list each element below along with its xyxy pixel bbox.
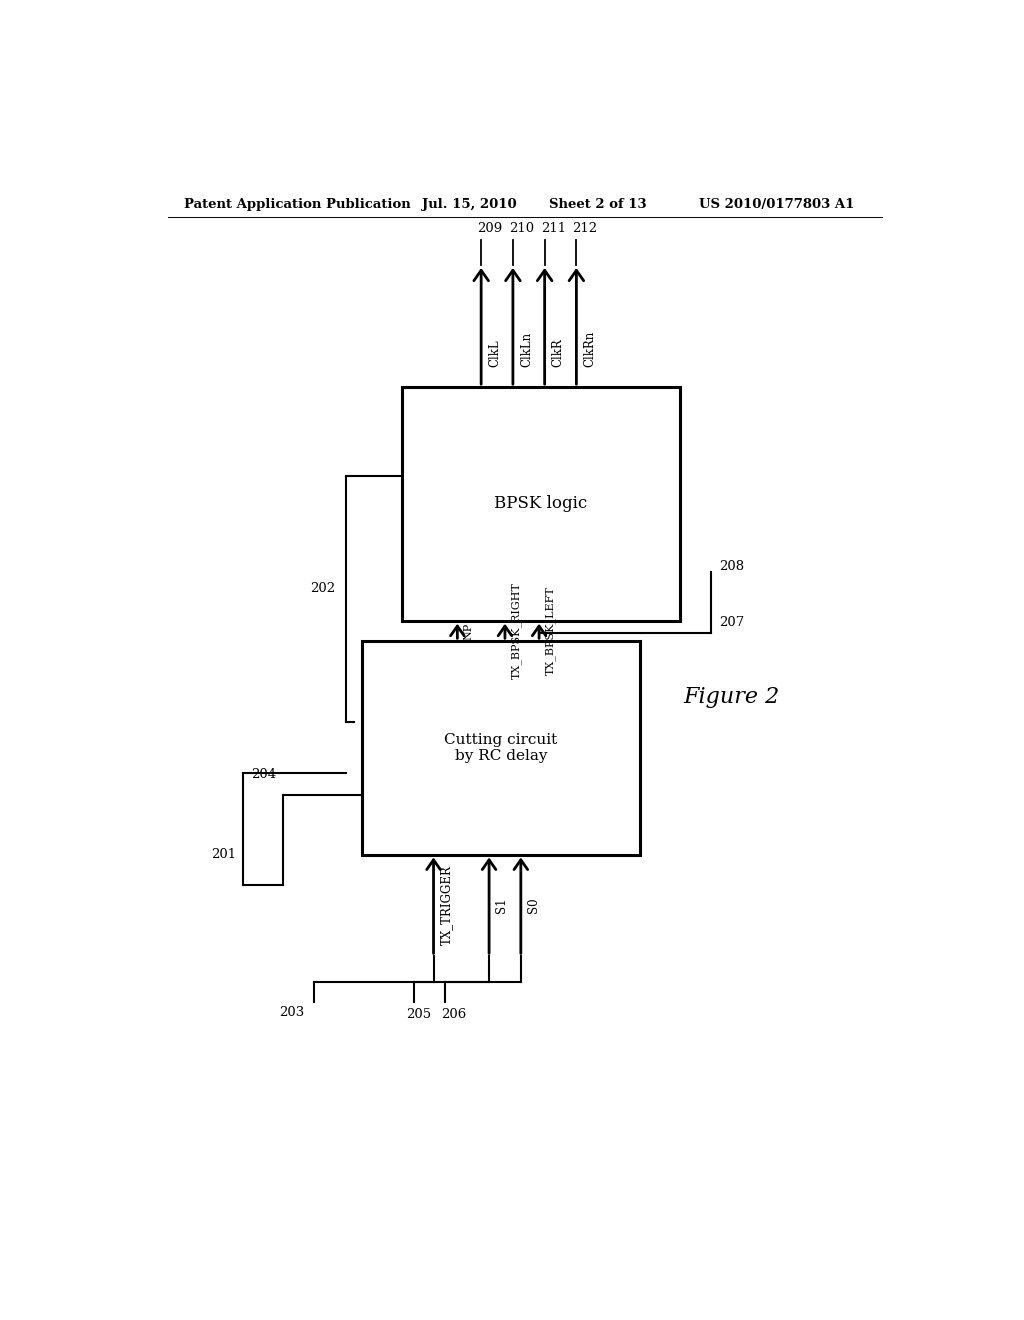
Text: 206: 206	[441, 1007, 467, 1020]
Text: 201: 201	[211, 847, 237, 861]
Text: Patent Application Publication: Patent Application Publication	[183, 198, 411, 211]
Text: Jul. 15, 2010: Jul. 15, 2010	[422, 198, 516, 211]
Text: Cutting circuit
by RC delay: Cutting circuit by RC delay	[444, 733, 558, 763]
Bar	[362, 642, 640, 854]
Text: US 2010/0177803 A1: US 2010/0177803 A1	[699, 198, 855, 211]
Text: S0: S0	[527, 898, 541, 913]
Text: ClkR: ClkR	[552, 338, 565, 367]
Text: 202: 202	[310, 582, 336, 595]
Text: 207: 207	[719, 616, 744, 630]
Text: Sheet 2 of 13: Sheet 2 of 13	[549, 198, 646, 211]
Text: BPSK logic: BPSK logic	[494, 495, 588, 512]
Bar	[401, 387, 680, 620]
Text: ClkRn: ClkRn	[584, 330, 597, 367]
Text: TX_BPSK_RIGHT: TX_BPSK_RIGHT	[511, 582, 522, 680]
Text: ClkL: ClkL	[488, 339, 502, 367]
Text: 211: 211	[541, 222, 566, 235]
Text: NP: NP	[464, 623, 474, 640]
Text: TX_TRIGGER: TX_TRIGGER	[440, 866, 453, 945]
Text: 208: 208	[719, 561, 744, 573]
Text: 203: 203	[279, 1006, 304, 1019]
Text: TX_BPSK_LEFT: TX_BPSK_LEFT	[546, 586, 556, 676]
Text: 210: 210	[509, 222, 535, 235]
Text: 209: 209	[477, 222, 503, 235]
Text: 205: 205	[406, 1007, 431, 1020]
Text: Figure 2: Figure 2	[683, 686, 779, 708]
Text: S1: S1	[496, 898, 509, 913]
Text: ClkLn: ClkLn	[520, 331, 534, 367]
Text: 204: 204	[251, 768, 276, 781]
Text: 212: 212	[572, 222, 598, 235]
